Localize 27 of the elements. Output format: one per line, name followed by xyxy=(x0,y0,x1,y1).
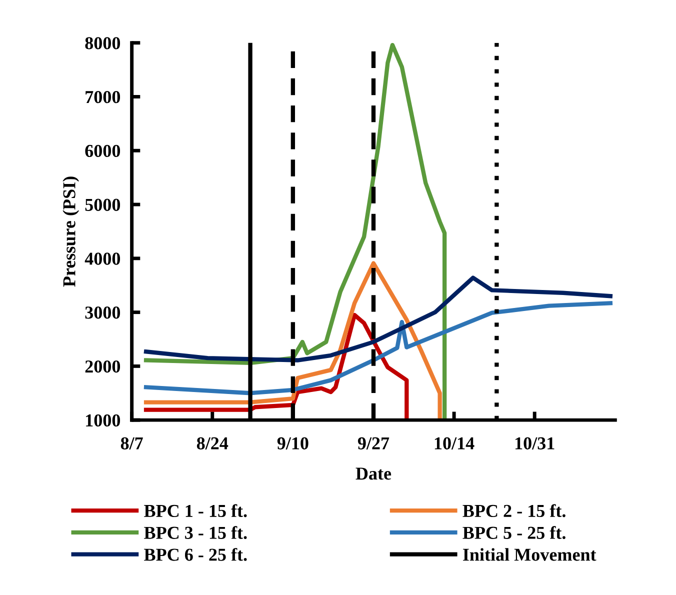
x-tick-label: 8/24 xyxy=(196,437,228,450)
y-tick-label: 1000 xyxy=(86,414,120,427)
y-tick-label: 2000 xyxy=(85,360,120,373)
line-series xyxy=(144,261,442,420)
x-tick-label: 8/7 xyxy=(120,437,143,450)
x-tick-label: 9/27 xyxy=(358,437,390,450)
y-tick-label: 3000 xyxy=(85,306,120,319)
line-series xyxy=(144,301,613,396)
x-tick-label: 10/14 xyxy=(434,437,474,450)
x-tick-label: 9/10 xyxy=(277,437,308,450)
y-tick-label: 8000 xyxy=(85,37,120,50)
legend-label: BPC 3 - 15 ft. xyxy=(144,526,247,540)
line-series xyxy=(144,312,409,420)
y-axis-title: Pressure (PSI) xyxy=(62,176,80,287)
legend-label: BPC 2 - 15 ft. xyxy=(462,504,566,518)
x-axis-title: Date xyxy=(356,468,392,480)
line-series xyxy=(144,276,613,362)
y-tick-label: 5000 xyxy=(85,198,120,211)
legend-label: BPC 5 - 25 ft. xyxy=(462,526,566,540)
y-tick-label: 7000 xyxy=(86,90,120,104)
line-series xyxy=(144,42,447,420)
legend-label: BPC 6 - 25 ft. xyxy=(144,548,247,561)
legend-label: BPC 1 - 15 ft. xyxy=(144,504,247,518)
y-tick-label: 4000 xyxy=(84,252,120,265)
legend-label: Initial Movement xyxy=(463,548,596,561)
y-tick-label: 6000 xyxy=(85,144,120,158)
x-tick-label: 10/31 xyxy=(515,437,554,450)
